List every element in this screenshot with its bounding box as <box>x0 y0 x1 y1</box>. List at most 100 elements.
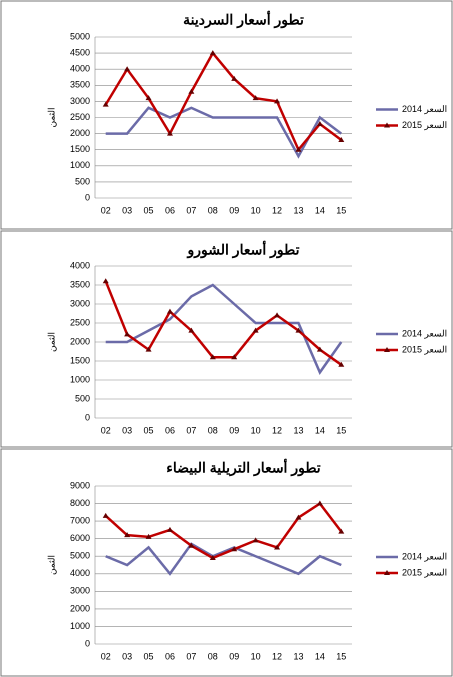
marker <box>316 120 323 126</box>
chart-title: تطور أسعار التريلية البيضاء <box>166 458 321 477</box>
marker <box>338 528 345 534</box>
y-tick-label: 3500 <box>70 279 90 289</box>
x-tick-label: 06 <box>165 425 175 435</box>
marker <box>145 95 152 101</box>
x-tick-label: 08 <box>208 425 218 435</box>
y-tick-label: 4000 <box>70 64 90 74</box>
x-tick-label: 03 <box>122 651 132 661</box>
marker <box>166 526 173 532</box>
x-tick-label: 09 <box>229 651 239 661</box>
x-tick-label: 07 <box>186 425 196 435</box>
y-tick-label: 5000 <box>70 551 90 561</box>
y-tick-label: 0 <box>85 192 90 202</box>
marker <box>316 500 323 506</box>
y-axis-label: الثمن <box>46 107 57 127</box>
x-tick-label: 15 <box>336 651 346 661</box>
x-tick-label: 07 <box>186 651 196 661</box>
y-tick-label: 5000 <box>70 31 90 41</box>
y-tick-label: 1500 <box>70 355 90 365</box>
marker <box>188 327 195 333</box>
x-tick-label: 10 <box>251 425 261 435</box>
x-tick-label: 08 <box>208 651 218 661</box>
marker <box>124 66 131 72</box>
x-tick-label: 05 <box>144 205 154 215</box>
x-tick-label: 14 <box>315 205 325 215</box>
legend-marker <box>384 347 390 352</box>
marker <box>102 278 109 284</box>
marker <box>188 88 195 94</box>
y-tick-label: 3000 <box>70 298 90 308</box>
marker <box>231 354 238 360</box>
marker <box>124 532 131 538</box>
y-axis-label: الثمن <box>46 332 57 352</box>
legend-marker <box>384 122 390 128</box>
y-tick-label: 2000 <box>70 603 90 613</box>
x-tick-label: 12 <box>272 425 282 435</box>
marker <box>209 50 216 56</box>
x-tick-label: 03 <box>122 205 132 215</box>
x-tick-label: 12 <box>272 205 282 215</box>
x-tick-label: 10 <box>251 651 261 661</box>
y-tick-label: 3500 <box>70 80 90 90</box>
y-tick-label: 2500 <box>70 112 90 122</box>
x-tick-label: 05 <box>144 651 154 661</box>
marker <box>166 130 173 136</box>
legend-label: السعر 2015 <box>402 567 447 578</box>
y-tick-label: 500 <box>75 176 90 186</box>
marker <box>274 544 281 550</box>
x-tick-label: 09 <box>229 205 239 215</box>
y-tick-label: 4500 <box>70 47 90 57</box>
marker <box>252 327 259 333</box>
y-tick-label: 2000 <box>70 336 90 346</box>
x-tick-label: 14 <box>315 425 325 435</box>
x-tick-label: 07 <box>186 205 196 215</box>
x-tick-label: 14 <box>315 651 325 661</box>
legend-label: السعر 2015 <box>402 120 447 131</box>
x-tick-label: 15 <box>336 205 346 215</box>
y-tick-label: 1500 <box>70 144 90 154</box>
y-tick-label: 1000 <box>70 621 90 631</box>
marker <box>295 327 302 333</box>
legend-label: السعر 2014 <box>402 551 447 562</box>
y-tick-label: 0 <box>85 638 90 648</box>
y-axis-label: الثمن <box>46 555 57 575</box>
x-tick-label: 12 <box>272 651 282 661</box>
marker <box>338 361 345 367</box>
marker <box>295 514 302 520</box>
y-tick-label: 8000 <box>70 498 90 508</box>
x-tick-label: 08 <box>208 205 218 215</box>
marker <box>295 146 302 152</box>
marker <box>188 542 195 548</box>
chart-title: تطور أسعار السردينة <box>183 10 304 29</box>
marker <box>316 346 323 352</box>
marker <box>124 331 131 337</box>
y-tick-label: 4000 <box>70 260 90 270</box>
x-tick-label: 02 <box>101 205 111 215</box>
marker <box>166 308 173 314</box>
x-tick-label: 02 <box>101 425 111 435</box>
x-tick-label: 06 <box>165 205 175 215</box>
series-line <box>105 283 343 375</box>
x-tick-label: 13 <box>293 651 303 661</box>
x-tick-label: 06 <box>165 651 175 661</box>
marker <box>209 554 216 560</box>
y-tick-label: 9000 <box>70 480 90 490</box>
series-line <box>104 280 343 366</box>
marker <box>102 512 109 518</box>
panel <box>0 448 453 677</box>
x-tick-label: 13 <box>293 205 303 215</box>
marker <box>209 354 216 360</box>
y-tick-label: 3000 <box>70 586 90 596</box>
marker <box>231 75 238 81</box>
marker <box>252 537 259 543</box>
y-tick-label: 4000 <box>70 568 90 578</box>
legend-label: السعر 2014 <box>402 328 447 339</box>
chart-title: تطور أسعار الشورو <box>187 240 300 259</box>
x-tick-label: 09 <box>229 425 239 435</box>
x-tick-label: 10 <box>251 205 261 215</box>
legend-marker <box>384 570 390 575</box>
y-tick-label: 2000 <box>70 128 90 138</box>
series-line <box>105 106 343 159</box>
series-line <box>104 501 343 560</box>
